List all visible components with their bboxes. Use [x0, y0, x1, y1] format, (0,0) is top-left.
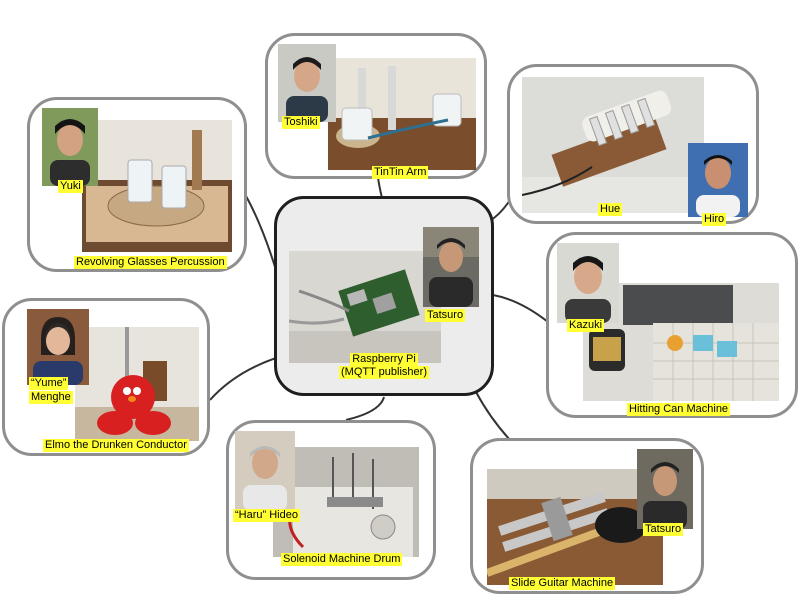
node-revolving-glasses: Yuki Revolving Glasses Percussion	[27, 97, 247, 272]
menghe-photo	[27, 309, 89, 385]
connector-elmo	[209, 357, 277, 401]
connector-hitting	[492, 294, 549, 323]
yuki-label: Yuki	[58, 180, 83, 193]
tintin-arm-photo	[328, 58, 476, 170]
node-solenoid-drum: “Haru” Hideo Solenoid Machine Drum	[226, 420, 436, 580]
yuki-photo	[42, 108, 98, 186]
slide-guitar-label: Slide Guitar Machine	[509, 577, 616, 590]
menghe-nickname-label: “Yume”	[29, 377, 69, 390]
hue-photo	[522, 77, 704, 213]
node-elmo: “Yume” Menghe Elmo the Drunken Conductor	[2, 298, 210, 456]
hitting-can-label: Hitting Can Machine	[627, 403, 731, 416]
connector-slide	[475, 391, 511, 441]
solenoid-drum-photo	[273, 447, 419, 557]
connector-solenoid	[345, 396, 385, 421]
slide-guitar-photo	[487, 469, 663, 585]
hideo-label: “Haru” Hideo	[233, 509, 300, 522]
raspberry-pi-photo	[289, 251, 441, 363]
node-hue: Hue Hiro	[507, 64, 759, 226]
tatsuro-hub-photo	[423, 227, 479, 307]
revolving-glasses-label: Revolving Glasses Percussion	[74, 256, 227, 269]
hub-caption-line1: Raspberry Pi	[350, 353, 418, 366]
toshiki-label: Toshiki	[282, 116, 320, 129]
tintin-arm-label: TinTin Arm	[372, 166, 429, 179]
kazuki-photo	[557, 243, 619, 323]
hub-caption: Raspberry Pi (MQTT publisher)	[277, 353, 491, 379]
solenoid-drum-label: Solenoid Machine Drum	[281, 553, 403, 566]
tatsuro-slide-photo	[637, 449, 693, 529]
connector-revolving	[245, 195, 277, 271]
elmo-photo	[75, 327, 199, 441]
hideo-photo	[235, 431, 295, 511]
menghe-label: Menghe	[29, 391, 73, 404]
toshiki-photo	[278, 44, 336, 122]
node-slide-guitar: Tatsuro Slide Guitar Machine	[470, 438, 704, 594]
hub-node-raspberry-pi: Tatsuro Raspberry Pi (MQTT publisher)	[274, 196, 494, 396]
revolving-glasses-photo	[82, 120, 232, 252]
hue-label: Hue	[598, 203, 623, 216]
hiro-label: Hiro	[702, 213, 727, 226]
hub-caption-line2: (MQTT publisher)	[339, 366, 429, 379]
kazuki-label: Kazuki	[567, 319, 605, 332]
connector-tintin	[377, 177, 383, 199]
hiro-photo	[688, 143, 748, 217]
elmo-label: Elmo the Drunken Conductor	[43, 439, 189, 452]
node-hitting-can: Kazuki Hitting Can Machine	[546, 232, 798, 418]
node-tintin-arm: Toshiki TinTin Arm	[265, 33, 487, 179]
hub-person-label: Tatsuro	[425, 309, 466, 322]
tatsuro-slide-label: Tatsuro	[643, 523, 684, 536]
